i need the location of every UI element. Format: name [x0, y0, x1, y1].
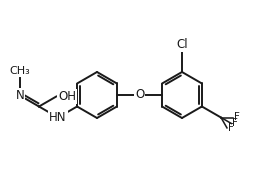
- Text: F: F: [228, 123, 234, 133]
- Text: F: F: [232, 118, 238, 128]
- Text: CH₃: CH₃: [9, 66, 30, 77]
- Text: F: F: [234, 113, 240, 123]
- Text: O: O: [135, 89, 144, 102]
- Text: HN: HN: [49, 111, 67, 124]
- Text: N: N: [16, 89, 24, 102]
- Text: Cl: Cl: [176, 38, 188, 51]
- Text: OH: OH: [58, 90, 76, 103]
